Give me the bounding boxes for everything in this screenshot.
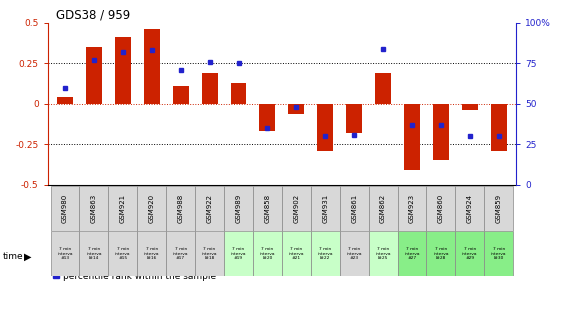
Bar (224, 186, 253, 231)
Bar (137, 231, 166, 276)
Text: 7 min
interva
l#28: 7 min interva l#28 (433, 247, 449, 260)
Text: GSM931: GSM931 (322, 194, 328, 223)
Text: GSM859: GSM859 (496, 194, 502, 223)
Text: 7 min
interva
#29: 7 min interva #29 (462, 247, 477, 260)
Bar (231, 83, 246, 104)
Bar (462, 104, 478, 110)
Text: 7 min
interva
#21: 7 min interva #21 (288, 247, 304, 260)
Text: GSM980: GSM980 (62, 194, 68, 223)
Bar (57, 97, 73, 104)
Bar (456, 186, 484, 231)
Bar (50, 231, 80, 276)
Text: GDS38 / 959: GDS38 / 959 (56, 8, 130, 21)
Text: 7 min
interva
#23: 7 min interva #23 (347, 247, 362, 260)
Text: ▶: ▶ (24, 252, 31, 262)
Bar (346, 104, 362, 133)
Text: 7 min
interva
#13: 7 min interva #13 (57, 247, 73, 260)
Text: 7 min
interva
l#22: 7 min interva l#22 (318, 247, 333, 260)
Bar (224, 231, 253, 276)
Text: GSM922: GSM922 (206, 194, 213, 223)
Bar (86, 47, 102, 104)
Text: GSM921: GSM921 (120, 194, 126, 223)
Bar (426, 186, 456, 231)
Bar (484, 231, 513, 276)
Bar (173, 86, 188, 104)
Text: GSM862: GSM862 (380, 194, 386, 223)
Bar (260, 104, 275, 131)
Bar (426, 231, 456, 276)
Bar (484, 186, 513, 231)
Bar (80, 186, 108, 231)
Text: 7 min
interva
l#30: 7 min interva l#30 (491, 247, 507, 260)
Text: 7 min
interva
#27: 7 min interva #27 (404, 247, 420, 260)
Bar (375, 73, 391, 104)
Text: GSM989: GSM989 (236, 194, 242, 223)
Bar (340, 231, 369, 276)
Bar (166, 231, 195, 276)
Bar (137, 186, 166, 231)
Bar (195, 186, 224, 231)
Legend: log ratio, percentile rank within the sample: log ratio, percentile rank within the sa… (52, 260, 216, 281)
Text: 7 min
interva
l#20: 7 min interva l#20 (260, 247, 275, 260)
Text: GSM920: GSM920 (149, 194, 155, 223)
Text: GSM858: GSM858 (264, 194, 270, 223)
Text: 7 min
interva
l#16: 7 min interva l#16 (144, 247, 159, 260)
Bar (195, 231, 224, 276)
Bar (369, 186, 398, 231)
Text: GSM860: GSM860 (438, 194, 444, 223)
Bar (456, 231, 484, 276)
Bar (80, 231, 108, 276)
Text: GSM924: GSM924 (467, 194, 473, 223)
Bar (311, 186, 340, 231)
Bar (108, 186, 137, 231)
Text: 7 min
interva
l#14: 7 min interva l#14 (86, 247, 102, 260)
Bar (201, 73, 218, 104)
Bar (398, 186, 426, 231)
Bar (144, 29, 160, 104)
Text: 7 min
interva
#17: 7 min interva #17 (173, 247, 188, 260)
Bar (253, 186, 282, 231)
Text: 7 min
interva
l#25: 7 min interva l#25 (375, 247, 391, 260)
Text: 7 min
interva
#19: 7 min interva #19 (231, 247, 246, 260)
Text: 7 min
interva
l#18: 7 min interva l#18 (202, 247, 217, 260)
Bar (491, 104, 507, 151)
Bar (253, 231, 282, 276)
Bar (282, 186, 311, 231)
Bar (433, 104, 449, 161)
Bar (318, 104, 333, 151)
Text: time: time (3, 252, 24, 261)
Text: GSM988: GSM988 (178, 194, 183, 223)
Bar (311, 231, 340, 276)
Bar (108, 231, 137, 276)
Bar (288, 104, 304, 113)
Text: GSM923: GSM923 (409, 194, 415, 223)
Bar (398, 231, 426, 276)
Text: GSM863: GSM863 (91, 194, 97, 223)
Text: 7 min
interva
#15: 7 min interva #15 (115, 247, 131, 260)
Text: GSM902: GSM902 (293, 194, 300, 223)
Bar (369, 231, 398, 276)
Text: GSM861: GSM861 (351, 194, 357, 223)
Bar (115, 38, 131, 104)
Bar (50, 186, 80, 231)
Bar (404, 104, 420, 170)
Bar (166, 186, 195, 231)
Bar (282, 231, 311, 276)
Bar (340, 186, 369, 231)
